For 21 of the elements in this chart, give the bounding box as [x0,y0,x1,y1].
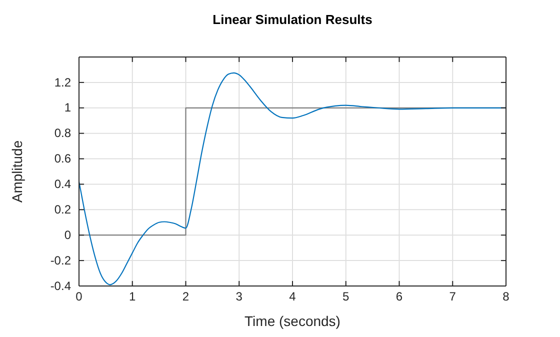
x-tick-label: 8 [502,290,510,304]
y-tick-label: 0.2 [54,202,72,217]
y-axis-title: Amplitude [9,140,25,203]
x-tick-label: 4 [289,290,296,304]
chart-title: Linear Simulation Results [212,12,372,27]
x-tick-label: 1 [129,290,136,304]
x-axis-title: Time (seconds) [244,313,340,329]
x-tick-label: 5 [342,290,350,304]
y-tick-label: 1.2 [54,75,72,90]
x-tick-label: 2 [182,290,190,304]
y-tick-label: 0.8 [54,126,72,140]
y-tick-label: 0.4 [54,177,72,192]
x-tick-label: 6 [396,290,403,304]
y-tick-label: 0.6 [54,152,72,166]
x-tick-label: 0 [76,290,83,304]
y-tick-label: 0 [64,228,72,242]
y-tick-label: 1 [64,100,72,115]
x-tick-label: 3 [236,290,243,304]
y-tick-label: -0.2 [50,253,72,268]
y-tick-label: -0.4 [50,278,72,293]
x-tick-label: 7 [449,290,456,304]
